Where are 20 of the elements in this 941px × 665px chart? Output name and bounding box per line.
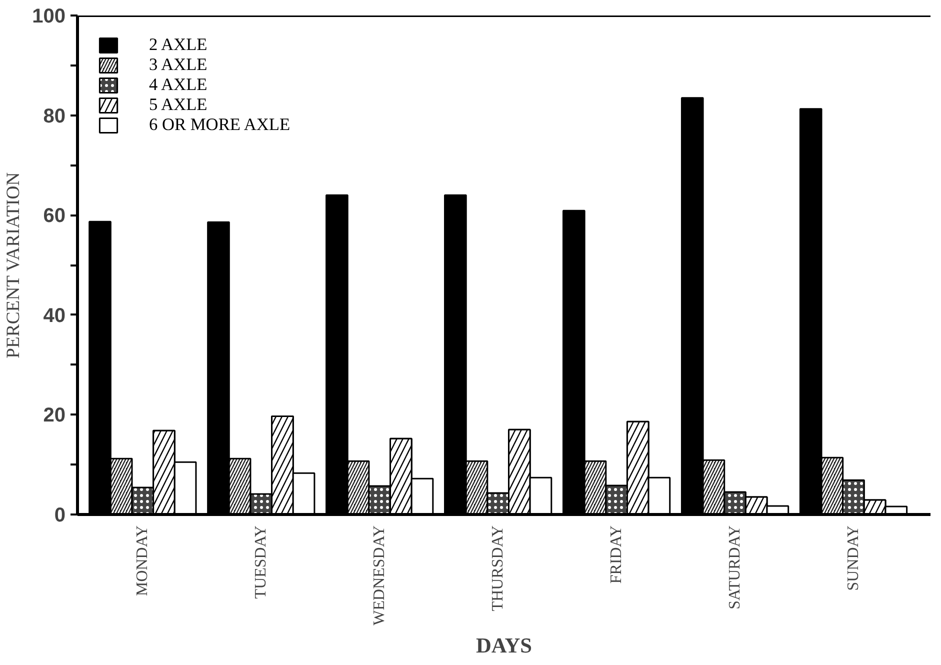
legend-label: 4 AXLE: [149, 75, 208, 95]
legend-label: 3 AXLE: [149, 55, 208, 75]
x-tick-label: MONDAY: [134, 525, 152, 596]
y-axis-title: PERCENT VARIATION: [3, 172, 24, 358]
legend-label: 6 OR MORE AXLE: [149, 115, 290, 135]
y-tick-label: 40: [43, 304, 66, 327]
x-tick-label: SATURDAY: [726, 525, 744, 610]
legend-label: 5 AXLE: [149, 95, 208, 115]
x-tick-label: THURSDAY: [490, 525, 507, 612]
legend-label: 2 AXLE: [149, 35, 208, 55]
x-tick-label: WEDNESDAY: [371, 525, 388, 626]
x-tick-label: SUNDAY: [844, 525, 862, 591]
y-tick-label: 100: [32, 6, 66, 28]
x-tick-label: FRIDAY: [608, 525, 626, 584]
y-tick-label: 60: [43, 205, 66, 228]
x-axis-title: DAYS: [476, 633, 532, 658]
y-tick-label: 0: [54, 504, 66, 526]
y-tick-label: 80: [43, 105, 66, 128]
x-tick-label: TUESDAY: [252, 525, 270, 599]
y-tick-label: 20: [43, 404, 66, 427]
